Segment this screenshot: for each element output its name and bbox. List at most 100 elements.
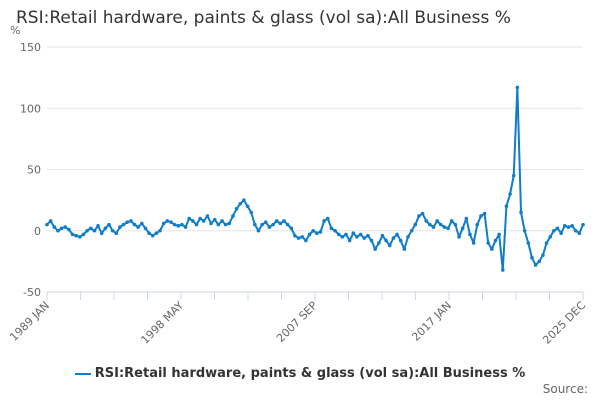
data-point [322,219,326,223]
data-point [187,216,192,221]
data-point [285,222,290,227]
data-point [238,202,243,206]
data-point [511,173,516,178]
data-point [274,219,279,223]
data-point [355,235,359,239]
data-point [460,226,465,231]
data-point [380,233,385,238]
data-point [140,221,144,226]
data-point [471,241,476,245]
data-point [172,222,177,227]
data-point [227,221,232,226]
data-point [45,222,49,227]
data-point [438,222,443,227]
data-point [85,228,89,233]
data-point [92,228,97,233]
data-point [479,214,483,218]
data-point [464,216,469,221]
data-point [278,221,283,226]
data-point [577,231,582,235]
data-point [391,236,396,240]
data-point [81,232,86,237]
data-point [559,231,563,235]
data-point [304,238,308,243]
data-point [125,220,130,224]
data-point [209,221,213,226]
data-point [271,222,275,227]
data-point [449,219,454,223]
data-point [220,219,224,223]
data-point [398,238,403,243]
data-point [457,235,461,239]
data-point [88,226,93,231]
data-point [413,222,418,227]
data-point [325,216,330,221]
data-point [180,222,184,227]
data-point [581,222,585,227]
data-point [256,228,261,233]
data-point [409,228,414,233]
data-point [78,235,82,239]
data-point [191,219,195,223]
data-point [566,225,571,229]
data-point [114,231,119,235]
data-point [70,232,75,237]
data-point [570,224,574,228]
x-tick-label: 2025 DEC [540,299,588,347]
y-tick-label: -50 [23,286,41,299]
data-point [490,247,494,251]
legend[interactable]: RSI:Retail hardware, paints & glass (vol… [0,366,600,381]
data-point [373,247,377,251]
data-point [333,228,337,233]
y-tick-label: 150 [20,41,41,54]
data-point [417,214,421,218]
data-point [132,222,137,227]
data-point [486,241,490,245]
y-tick-label: 50 [27,164,41,177]
data-point [242,198,246,202]
data-point [143,226,148,231]
y-tick-label: 100 [20,102,41,115]
data-point [336,232,341,237]
data-point [552,228,556,233]
x-tick-label: 1989 JAN [7,299,52,344]
data-point [446,226,450,231]
x-tick-label: 2017 JAN [409,299,454,344]
data-point [420,211,425,216]
data-point [161,221,166,226]
data-point [282,219,286,223]
series-line [46,86,584,271]
data-point [482,211,487,216]
data-point [519,210,523,215]
data-point [147,231,151,235]
data-point [377,241,381,245]
data-point [231,214,235,218]
data-point [522,228,527,233]
legend-swatch [74,372,91,375]
data-point [431,225,436,229]
data-point [96,224,100,228]
data-point [267,225,272,229]
data-point [318,230,323,234]
x-tick-label: 2007 SEP [274,299,320,345]
source-label: Source: [542,382,588,396]
data-point [530,255,534,260]
data-point [475,222,480,227]
data-point [347,238,352,243]
data-point [358,232,363,237]
data-point [329,226,334,231]
data-point [468,232,472,237]
data-point [107,222,111,227]
data-point [296,236,301,240]
legend-label: RSI:Retail hardware, paints & glass (vol… [94,366,526,381]
data-point [453,222,458,227]
data-point [154,231,159,235]
data-point [158,228,162,233]
data-point [63,225,68,229]
data-point [351,231,356,235]
data-point [541,253,545,258]
data-point [249,210,253,215]
data-point [500,268,505,272]
data-point [201,219,206,223]
